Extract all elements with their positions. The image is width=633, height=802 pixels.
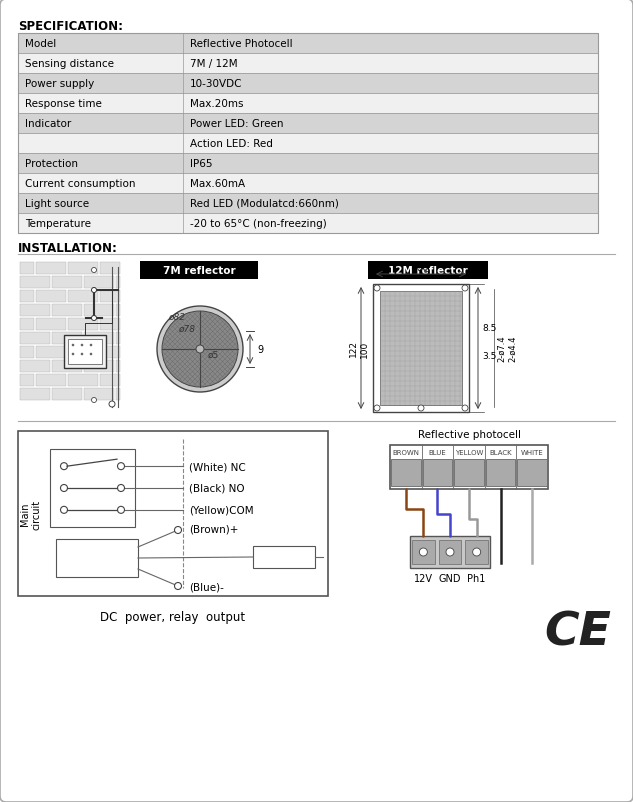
Text: 2-ø7.4: 2-ø7.4 (497, 335, 506, 362)
Bar (36, 290, 66, 302)
Bar (18, 94, 598, 114)
Bar (100, 375, 120, 387)
Bar (20, 361, 50, 373)
Bar (18, 34, 598, 233)
Bar (439, 541, 461, 565)
Bar (20, 388, 50, 400)
Text: ø5: ø5 (208, 350, 219, 359)
Circle shape (72, 353, 74, 356)
Text: 2-ø4.4: 2-ø4.4 (508, 335, 517, 362)
Bar (18, 214, 598, 233)
Bar (380, 292, 462, 406)
Text: Protection: Protection (25, 159, 78, 168)
Text: N.C.: N.C. (520, 468, 544, 478)
Text: 10-30VDC: 10-30VDC (258, 553, 310, 562)
Circle shape (92, 398, 96, 403)
Bar (391, 460, 420, 486)
Bar (18, 74, 598, 94)
Circle shape (92, 268, 96, 273)
Bar (68, 263, 98, 274)
Circle shape (374, 286, 380, 292)
Text: WHITE: WHITE (521, 449, 544, 456)
Text: (White) NC: (White) NC (189, 462, 246, 472)
Bar (56, 539, 138, 577)
Bar (36, 263, 66, 274)
Circle shape (462, 406, 468, 411)
Circle shape (90, 353, 92, 356)
Bar (18, 194, 598, 214)
Text: +: + (401, 468, 410, 478)
Bar (100, 318, 120, 330)
Text: BROWN: BROWN (392, 449, 419, 456)
Text: Power LED: Green: Power LED: Green (190, 119, 284, 129)
Bar (20, 375, 34, 387)
Text: 5: 5 (384, 264, 390, 273)
Text: (Brown)+: (Brown)+ (189, 525, 239, 534)
Circle shape (374, 406, 380, 411)
Circle shape (473, 549, 480, 557)
Text: 7M / 12M: 7M / 12M (190, 59, 237, 69)
Bar (116, 361, 120, 373)
Bar (52, 277, 82, 289)
Text: (Black) NO: (Black) NO (189, 484, 244, 493)
Text: Model: Model (25, 39, 56, 49)
Circle shape (61, 507, 68, 514)
Bar (100, 263, 120, 274)
Text: COM: COM (456, 468, 482, 478)
Text: BLACK: BLACK (489, 449, 512, 456)
Bar (68, 346, 98, 358)
Text: Ph1: Ph1 (468, 573, 486, 583)
Circle shape (61, 485, 68, 492)
Text: 100: 100 (412, 264, 430, 273)
Bar (36, 318, 66, 330)
Text: ø78: ø78 (178, 325, 195, 334)
Text: INSTALLATION:: INSTALLATION: (18, 241, 118, 255)
Circle shape (109, 402, 115, 407)
Bar (18, 34, 598, 54)
Text: 100: 100 (360, 340, 369, 357)
Text: N.O.: N.O. (488, 468, 513, 478)
Text: 12M reflector: 12M reflector (388, 265, 468, 276)
Bar (20, 305, 50, 317)
Circle shape (80, 344, 84, 347)
Bar (84, 388, 114, 400)
Text: -20 to 65°C (non-freezing): -20 to 65°C (non-freezing) (190, 219, 327, 229)
Bar (64, 335, 106, 369)
Bar (517, 460, 547, 486)
Bar (368, 261, 488, 280)
Bar (140, 261, 258, 280)
Circle shape (462, 286, 468, 292)
Circle shape (419, 549, 427, 557)
Text: DC  power, relay  output: DC power, relay output (101, 610, 246, 623)
Circle shape (118, 463, 125, 470)
Text: Response time: Response time (25, 99, 102, 109)
Bar (84, 277, 114, 289)
Bar (20, 318, 34, 330)
Text: 9: 9 (257, 345, 263, 354)
Circle shape (118, 507, 125, 514)
Text: Indicator: Indicator (25, 119, 72, 129)
Text: (Blue)-: (Blue)- (189, 582, 224, 592)
Bar (20, 277, 50, 289)
Bar (36, 346, 66, 358)
Circle shape (175, 583, 182, 589)
Text: (Yellow)COM: (Yellow)COM (189, 505, 254, 515)
Circle shape (196, 346, 204, 354)
Bar (52, 305, 82, 317)
Bar (52, 388, 82, 400)
Bar (486, 460, 515, 486)
Text: Sensing distance: Sensing distance (25, 59, 114, 69)
Text: Main
circuit: Main circuit (20, 499, 42, 529)
Text: power circuit: power circuit (65, 561, 128, 570)
Text: 8.5: 8.5 (482, 324, 496, 333)
Text: Red LED (Modulatcd:660nm): Red LED (Modulatcd:660nm) (190, 199, 339, 209)
Circle shape (118, 485, 125, 492)
Text: DC: DC (89, 547, 105, 557)
Text: Action LED: Red: Action LED: Red (190, 139, 273, 149)
Bar (100, 290, 120, 302)
Bar (390, 445, 548, 489)
Circle shape (92, 288, 96, 294)
Bar (68, 318, 98, 330)
Bar (20, 263, 34, 274)
